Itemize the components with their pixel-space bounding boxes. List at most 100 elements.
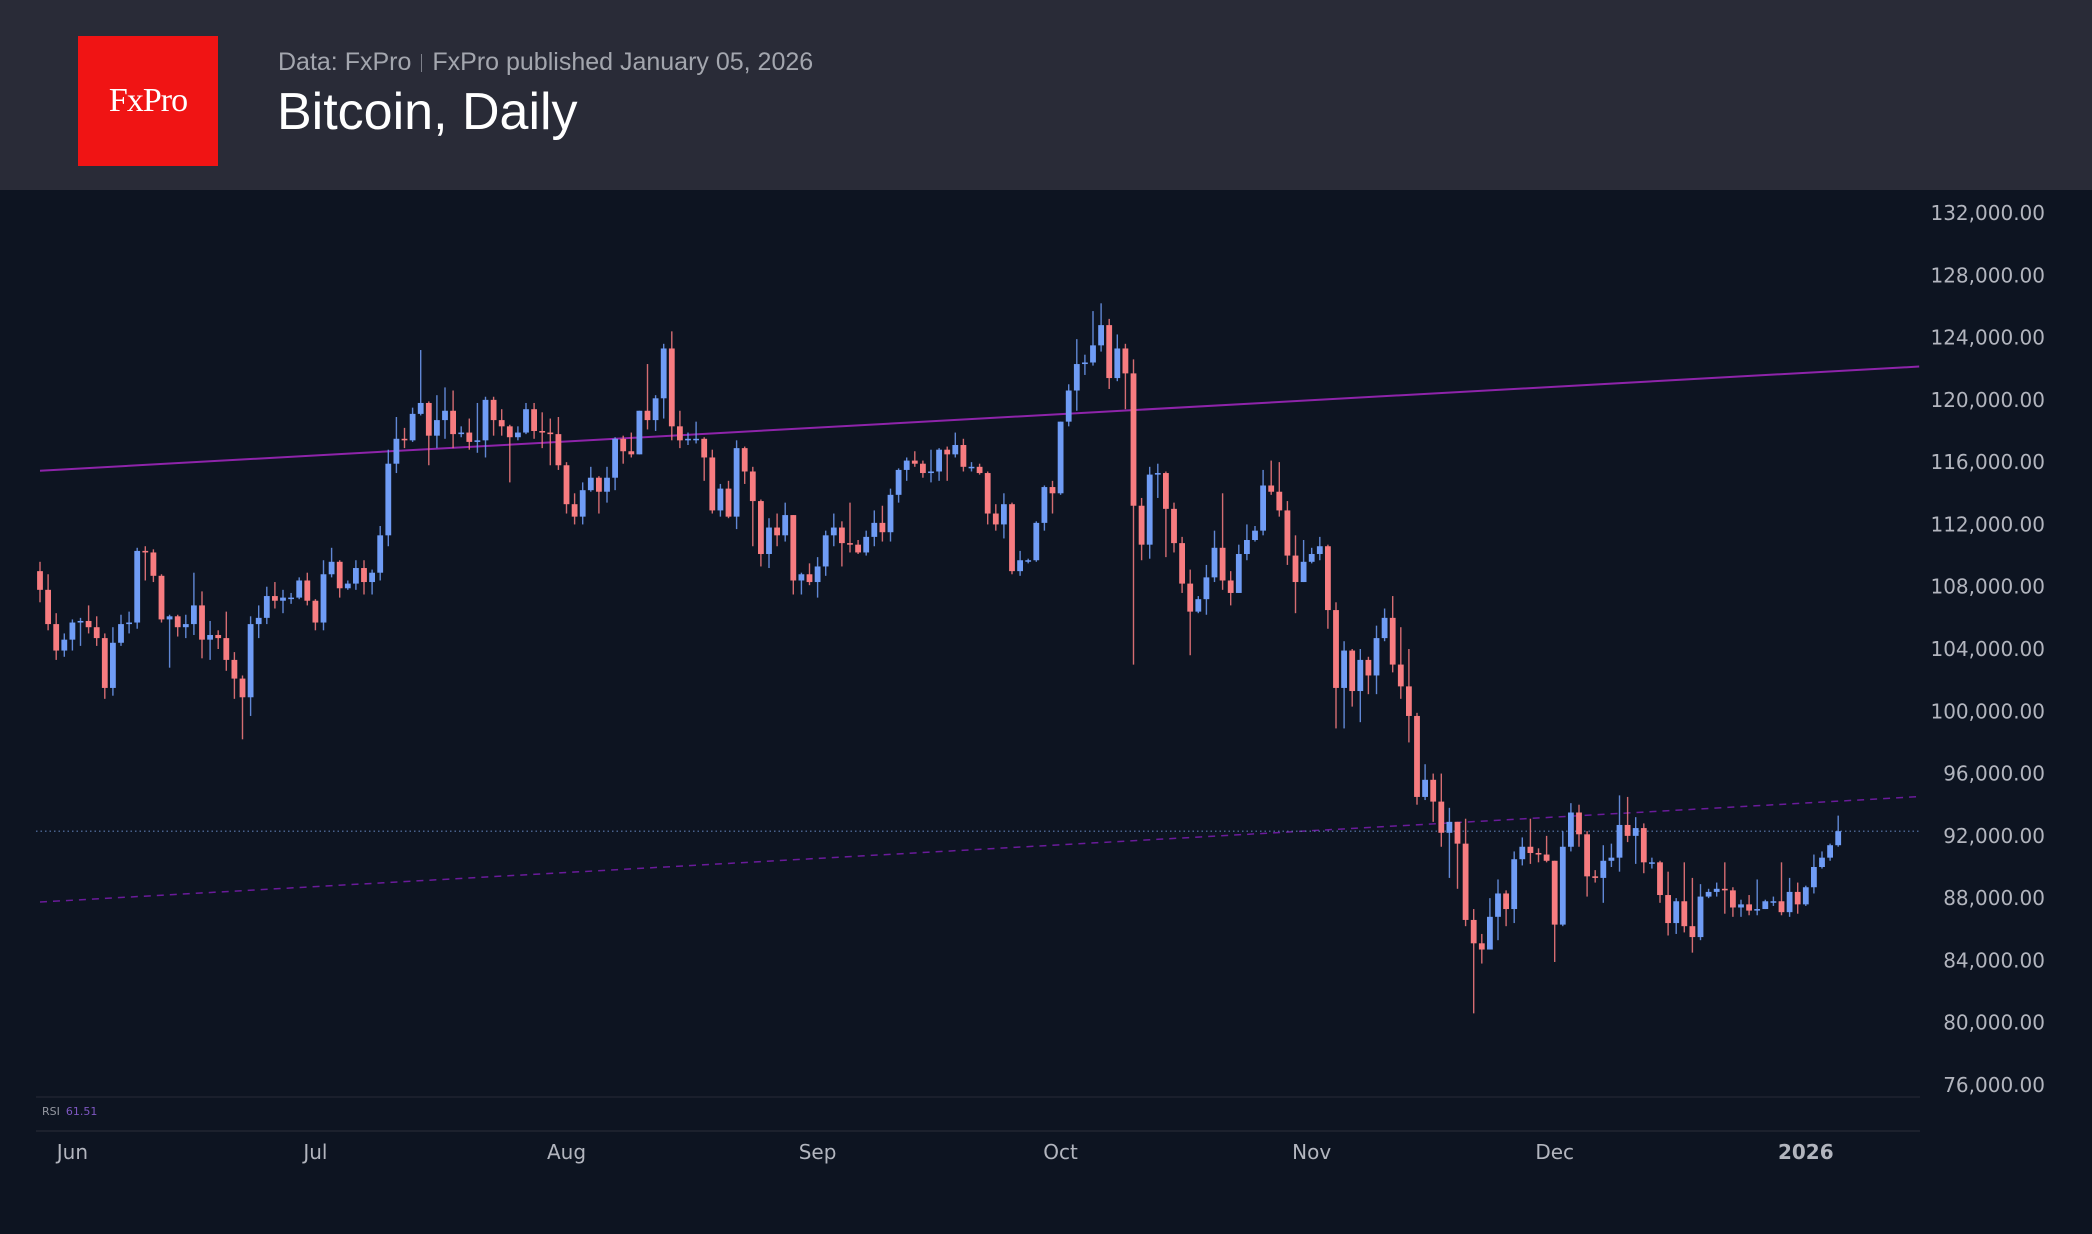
price-axis-label: 96,000.00 xyxy=(1943,762,2045,786)
candle-body xyxy=(1665,895,1671,924)
candle-body xyxy=(1608,857,1615,861)
candle-body xyxy=(1600,860,1607,878)
candle-body xyxy=(1495,893,1501,917)
candle-body xyxy=(1025,560,1032,562)
candle-body xyxy=(1308,554,1315,562)
candle-body xyxy=(506,426,513,438)
candle-body xyxy=(1649,862,1655,864)
candle-body xyxy=(442,410,448,421)
candle-body xyxy=(928,471,934,474)
candle-body xyxy=(701,438,708,458)
candle-body xyxy=(596,477,602,492)
candle-body xyxy=(425,402,432,436)
candle-body xyxy=(733,448,740,517)
candle-body xyxy=(587,477,594,491)
candle-body xyxy=(830,527,837,536)
candle-body xyxy=(272,596,278,601)
candle-body xyxy=(1357,659,1364,692)
candle-body xyxy=(847,543,853,545)
candle-body xyxy=(37,571,43,590)
candle-body xyxy=(636,410,643,455)
candle-body xyxy=(523,409,529,433)
candle-body xyxy=(571,504,578,517)
candle-body xyxy=(417,402,424,414)
candle-body xyxy=(539,431,546,433)
candle-body xyxy=(1041,487,1048,523)
candle-body xyxy=(944,449,951,455)
candle-body xyxy=(1462,843,1469,920)
candle-body xyxy=(1389,617,1396,665)
separator xyxy=(421,54,423,73)
candle-body xyxy=(296,580,303,598)
candle-body xyxy=(652,398,659,421)
candle-body xyxy=(1584,834,1590,877)
chart-header: FxPro Data: FxPro FxPro published January… xyxy=(0,0,2092,190)
candle-body xyxy=(903,460,910,470)
candle-body xyxy=(199,605,205,640)
price-axis-label: 128,000.00 xyxy=(1930,263,2045,287)
candle-body xyxy=(1171,508,1177,544)
candle-body xyxy=(879,522,886,533)
candle-body xyxy=(1778,901,1785,913)
candle-body xyxy=(1446,821,1453,833)
candle-body xyxy=(1519,846,1526,860)
candle-body xyxy=(77,620,84,623)
candle-body xyxy=(1762,901,1769,910)
candle-body xyxy=(45,589,51,625)
candle-body xyxy=(1673,901,1680,924)
candle-body xyxy=(1316,546,1323,555)
candle-body xyxy=(101,638,108,688)
candle-body xyxy=(1414,715,1420,797)
candle-body xyxy=(1721,888,1728,891)
candle-body xyxy=(604,477,610,492)
candle-body xyxy=(1017,560,1023,572)
candle-body xyxy=(450,410,456,435)
candle-body xyxy=(1624,824,1631,836)
dashed-trend-line[interactable] xyxy=(39,795,1920,903)
candle-body xyxy=(628,451,635,455)
candle-body xyxy=(644,410,651,421)
candle-body xyxy=(1001,504,1007,525)
candle-body xyxy=(158,575,165,620)
candlestick-chart[interactable]: 132,000.00 128,000.00 124,000.00 120,000.00… xyxy=(0,190,2092,1234)
candle-body xyxy=(336,561,343,589)
candle-body xyxy=(393,438,400,464)
candle-body xyxy=(911,460,918,464)
candle-body xyxy=(1551,860,1558,925)
candle-body xyxy=(976,466,983,474)
candle-body xyxy=(401,438,408,441)
candle-body xyxy=(1713,888,1720,892)
price-axis-label: 76,000.00 xyxy=(1943,1073,2045,1097)
candle-body xyxy=(1341,650,1347,688)
candle-body xyxy=(361,568,367,583)
candle-body xyxy=(1535,852,1542,855)
candle-body xyxy=(1138,505,1145,545)
candle-body xyxy=(1300,561,1307,583)
candle-body xyxy=(1794,891,1801,905)
candle-body xyxy=(1065,390,1072,422)
solid-trend-line[interactable] xyxy=(39,365,1920,472)
candle-body xyxy=(798,574,805,581)
candle-body xyxy=(725,488,732,517)
candle-body xyxy=(1697,896,1704,938)
candle-body xyxy=(1438,801,1445,833)
candle-body xyxy=(1381,617,1388,639)
candle-body xyxy=(1203,577,1210,600)
candle-body xyxy=(515,432,521,438)
candle-body xyxy=(409,413,416,441)
price-axis-label: 80,000.00 xyxy=(1943,1011,2045,1035)
candle-body xyxy=(1235,554,1242,593)
candle-body xyxy=(717,488,724,511)
candle-body xyxy=(1284,510,1291,556)
price-axis-label: 132,000.00 xyxy=(1930,201,2045,225)
candle-body xyxy=(207,634,213,640)
candle-body xyxy=(1730,890,1736,908)
candle-body xyxy=(1422,779,1428,797)
time-axis-label: Nov xyxy=(1292,1140,1331,1164)
price-axis-label: 88,000.00 xyxy=(1943,886,2045,910)
candle-body xyxy=(1632,828,1639,836)
candle-body xyxy=(353,568,359,584)
candle-body xyxy=(498,420,505,427)
candle-body xyxy=(1276,491,1283,511)
candle-body xyxy=(1292,555,1299,583)
